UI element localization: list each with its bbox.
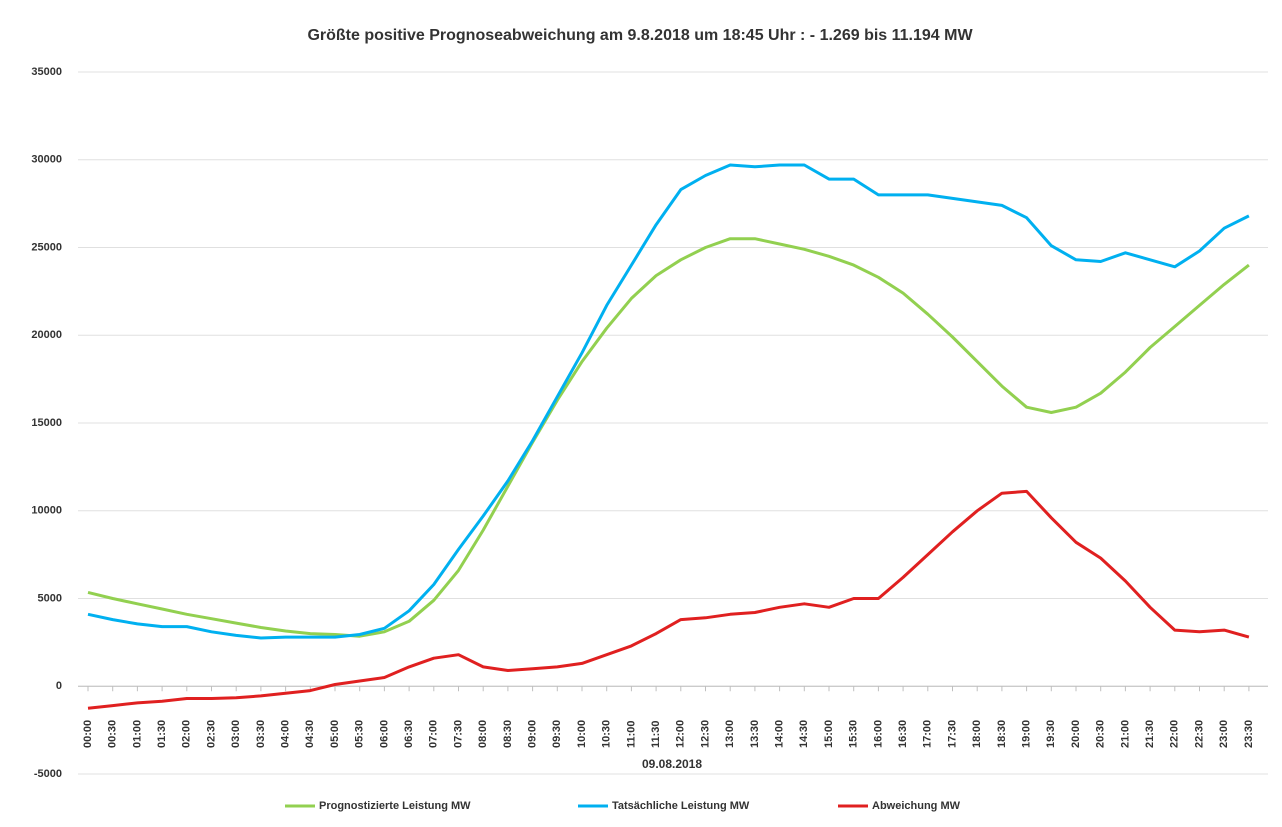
x-tick-label: 08:00 <box>477 720 489 748</box>
x-tick-label: 12:00 <box>675 720 687 748</box>
legend-item: Abweichung MW <box>838 800 961 812</box>
x-tick-label: 20:30 <box>1095 720 1107 748</box>
y-tick-label: 0 <box>56 680 62 692</box>
y-tick-label: 30000 <box>31 154 62 166</box>
x-tick-label: 13:00 <box>724 720 736 748</box>
y-tick-label: 25000 <box>31 241 62 253</box>
x-tick-label: 16:30 <box>897 720 909 748</box>
legend-item: Prognostizierte Leistung MW <box>285 800 471 812</box>
x-tick-label: 15:30 <box>848 720 860 748</box>
x-tick-label: 09:00 <box>527 720 539 748</box>
x-tick-label: 05:30 <box>354 720 366 748</box>
legend-label: Tatsächliche Leistung MW <box>612 800 750 812</box>
y-tick-label: 20000 <box>31 329 62 341</box>
chart-title: Größte positive Prognoseabweichung am 9.… <box>307 27 973 44</box>
x-tick-label: 00:30 <box>107 720 119 748</box>
x-tick-label: 11:00 <box>625 720 637 748</box>
x-tick-label: 01:30 <box>156 720 168 748</box>
x-tick-label: 06:00 <box>378 720 390 748</box>
y-tick-label: 35000 <box>31 66 62 78</box>
x-tick-label: 20:00 <box>1070 720 1082 748</box>
x-tick-label: 22:30 <box>1193 720 1205 748</box>
series-line <box>87 163 1250 640</box>
y-tick-label: 15000 <box>31 417 62 429</box>
x-tick-label: 12:30 <box>699 720 711 748</box>
x-tick-label: 17:30 <box>946 720 958 748</box>
x-tick-label: 15:00 <box>823 720 835 748</box>
x-tick-label: 17:00 <box>922 720 934 748</box>
x-tick-label: 03:30 <box>255 720 267 748</box>
x-tick-label: 07:00 <box>428 720 440 748</box>
x-tick-label: 18:00 <box>971 720 983 748</box>
y-tick-label: 5000 <box>38 592 62 604</box>
x-tick-label: 02:30 <box>205 720 217 748</box>
x-tick-label: 21:30 <box>1144 720 1156 748</box>
x-tick-label: 08:30 <box>502 720 514 748</box>
x-tick-label: 14:30 <box>798 720 810 748</box>
x-tick-label: 04:00 <box>280 720 292 748</box>
legend-item: Tatsächliche Leistung MW <box>578 800 750 812</box>
x-tick-label: 11:30 <box>650 720 662 748</box>
x-tick-label: 07:30 <box>452 720 464 748</box>
legend-label: Abweichung MW <box>872 800 961 812</box>
series-line <box>87 237 1250 638</box>
x-tick-label: 04:30 <box>304 720 316 748</box>
x-tick-label: 21:00 <box>1119 720 1131 748</box>
x-tick-label: 00:00 <box>82 720 94 748</box>
x-axis-label: 09.08.2018 <box>642 757 702 771</box>
x-tick-label: 10:30 <box>601 720 613 748</box>
x-tick-label: 16:00 <box>872 720 884 748</box>
x-tick-label: 13:30 <box>749 720 761 748</box>
x-tick-label: 10:00 <box>576 720 588 748</box>
x-tick-label: 19:30 <box>1045 720 1057 748</box>
x-tick-label: 19:00 <box>1021 720 1033 748</box>
x-tick-label: 01:00 <box>131 720 143 748</box>
y-tick-label: -5000 <box>34 768 62 780</box>
x-tick-label: 22:00 <box>1169 720 1181 748</box>
x-tick-label: 09:30 <box>551 720 563 748</box>
legend-label: Prognostizierte Leistung MW <box>319 800 471 812</box>
series-line <box>87 489 1250 710</box>
x-tick-label: 03:00 <box>230 720 242 748</box>
x-tick-label: 02:00 <box>181 720 193 748</box>
x-tick-label: 05:00 <box>329 720 341 748</box>
x-tick-label: 14:00 <box>774 720 786 748</box>
x-tick-label: 23:30 <box>1243 720 1255 748</box>
x-tick-label: 23:00 <box>1218 720 1230 748</box>
x-tick-label: 06:30 <box>403 720 415 748</box>
x-tick-label: 18:30 <box>996 720 1008 748</box>
y-tick-label: 10000 <box>31 505 62 517</box>
